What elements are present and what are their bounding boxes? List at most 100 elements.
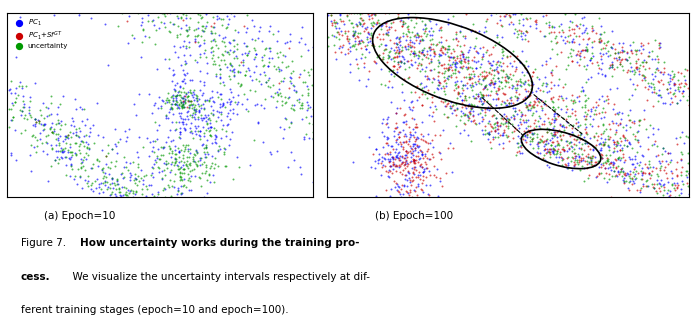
Point (314, 81, 325, 86)
Point (116, 184, 127, 190)
Point (62, 135, 73, 140)
Point (146, 170, 157, 175)
Point (653, 78, 664, 83)
Point (507, 121, 518, 127)
Point (512, 150, 523, 155)
Point (402, 58, 413, 63)
Point (450, 67, 461, 73)
Point (145, 7, 156, 12)
Point (178, 7, 189, 12)
Point (91, 176, 102, 182)
Point (571, 52, 582, 58)
Point (152, 164, 164, 169)
Point (599, 40, 610, 45)
Point (617, 177, 628, 182)
Point (514, 28, 525, 33)
Point (143, 91, 155, 96)
Point (626, 93, 638, 98)
Point (329, 1, 340, 6)
Point (379, 10, 390, 16)
Point (217, 80, 228, 85)
Point (241, 12, 252, 17)
Point (402, 184, 413, 189)
Point (363, 168, 374, 173)
Point (619, 143, 630, 148)
Point (159, 186, 171, 191)
Point (559, 148, 570, 153)
Point (549, 144, 560, 149)
Point (485, 82, 496, 87)
Point (200, 11, 212, 17)
Point (164, 144, 175, 149)
Point (236, 242, 247, 247)
Point (603, 176, 615, 181)
Point (402, 164, 413, 169)
Point (313, 14, 324, 19)
Point (654, 45, 665, 50)
Point (7, 103, 18, 108)
Point (516, 150, 528, 155)
Point (493, 70, 504, 75)
Point (367, 151, 378, 156)
Point (640, 183, 651, 188)
Point (567, 40, 578, 45)
Point (647, 125, 658, 130)
Point (582, 48, 593, 53)
Point (338, 18, 349, 23)
Point (421, 31, 432, 37)
Point (474, 121, 485, 126)
Point (530, 10, 541, 15)
Point (392, 54, 403, 59)
Point (516, 113, 528, 118)
Point (690, 204, 696, 209)
Point (470, 92, 481, 97)
Point (413, 156, 425, 161)
Point (454, 94, 465, 99)
Point (398, 120, 409, 125)
Point (193, 175, 205, 180)
Point (9, 128, 20, 133)
Point (360, 25, 371, 31)
Point (567, 36, 578, 41)
Point (188, 158, 199, 163)
Point (157, 98, 168, 103)
Point (177, 119, 188, 124)
Point (624, 140, 635, 145)
Point (404, 43, 416, 48)
Point (6, 91, 17, 96)
Point (416, 102, 427, 107)
Point (352, 35, 363, 40)
Point (599, 128, 610, 133)
Point (53, 156, 64, 161)
Point (275, 282, 286, 287)
Point (302, 90, 313, 95)
Point (47, 130, 58, 135)
Point (409, 40, 420, 45)
Point (354, 5, 365, 10)
Point (688, 85, 696, 90)
Point (500, 103, 512, 108)
Point (443, 67, 454, 72)
Point (144, 0, 155, 4)
Point (484, 121, 496, 126)
Point (432, 194, 443, 199)
Point (473, 245, 484, 250)
Point (128, 160, 139, 165)
Point (603, 49, 614, 54)
Point (86, 180, 97, 185)
Point (649, 38, 661, 43)
Point (466, 5, 477, 10)
Point (580, 124, 592, 129)
Point (321, 159, 332, 164)
Point (291, 90, 302, 95)
Point (470, 65, 482, 70)
Point (388, 161, 399, 166)
Point (586, 154, 597, 159)
Point (173, 167, 184, 172)
Point (523, 83, 535, 88)
Point (372, 54, 383, 59)
Point (173, 1, 184, 6)
Point (387, 154, 398, 159)
Point (65, 144, 76, 149)
Point (654, 160, 665, 165)
